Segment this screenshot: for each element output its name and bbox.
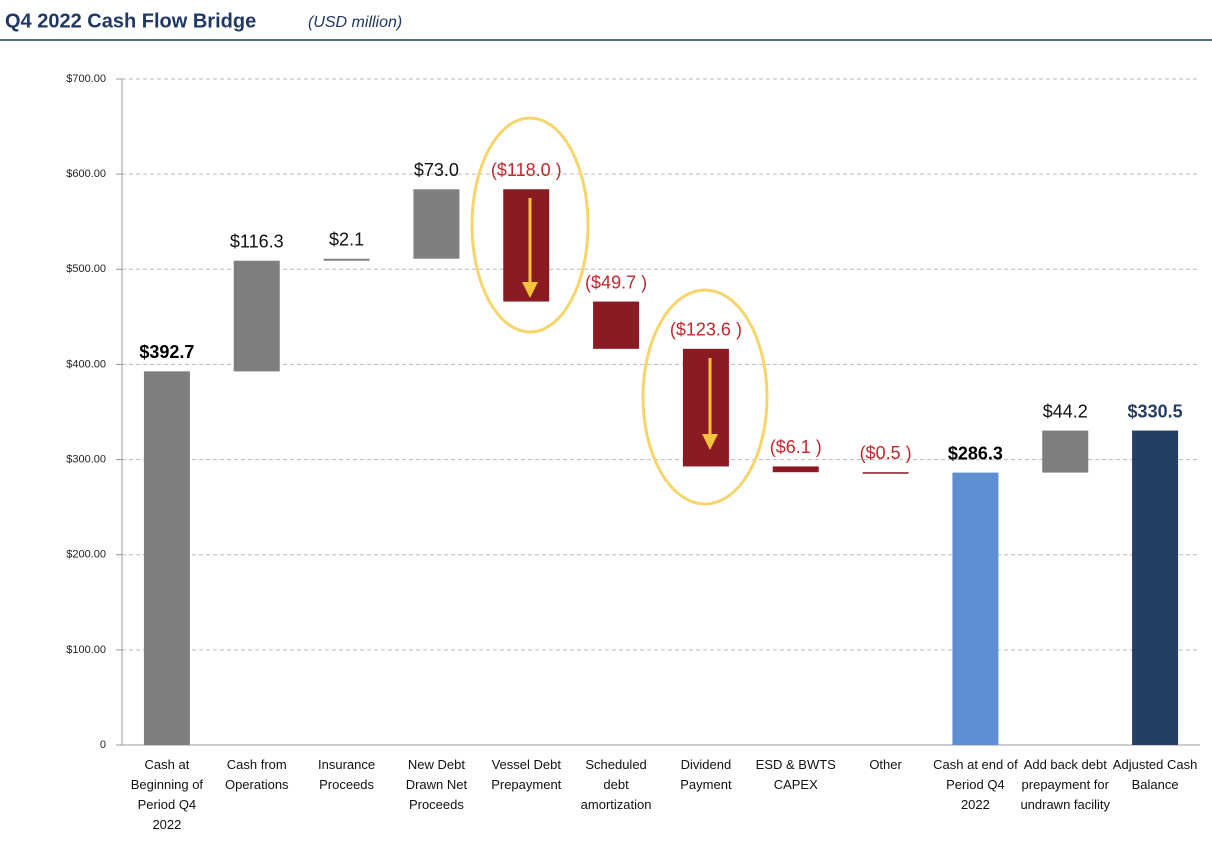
value-label: ($49.7 ) bbox=[585, 272, 647, 292]
x-tick-label: Cash at end of Period Q4 2022 bbox=[933, 757, 1018, 812]
chart-subtitle: (USD million) bbox=[308, 14, 402, 31]
chart-title: Q4 2022 Cash Flow Bridge bbox=[5, 10, 256, 32]
x-tick-label: Cash at Beginning of Period Q4 2022 bbox=[130, 757, 204, 832]
value-label: $44.2 bbox=[1043, 401, 1088, 421]
value-label: ($123.6 ) bbox=[670, 320, 742, 340]
bar bbox=[1042, 430, 1089, 473]
value-label: $2.1 bbox=[329, 229, 364, 249]
y-tick-label: $100.00 bbox=[66, 644, 106, 656]
plot: 0 $100.00 $200.00 $300.00 $400.00 $500.00 $600… bbox=[66, 73, 1200, 751]
x-tick-label: Cash from Operations bbox=[224, 757, 289, 792]
value-label: ($118.0 ) bbox=[491, 160, 562, 180]
bar bbox=[143, 371, 190, 745]
x-tick-label: Adjusted Cash Balance bbox=[1112, 757, 1198, 792]
x-tick-label: Insurance Proceeds bbox=[318, 757, 376, 792]
y-tick-label: $500.00 bbox=[66, 263, 106, 275]
value-label: $330.5 bbox=[1128, 401, 1183, 421]
value-label: $392.7 bbox=[139, 342, 194, 362]
value-label: ($0.5 ) bbox=[860, 443, 912, 463]
bar bbox=[413, 189, 460, 259]
highlight-ellipse bbox=[641, 288, 769, 506]
x-tick-label: Dividend Payment bbox=[680, 757, 732, 792]
value-label: $73.0 bbox=[414, 160, 459, 180]
annotations bbox=[470, 116, 769, 506]
y-tick-label: $300.00 bbox=[66, 453, 106, 465]
value-label: $286.3 bbox=[948, 443, 1003, 463]
arrow-head bbox=[522, 282, 538, 298]
x-tick-label: New Debt Drawn Net Proceeds bbox=[405, 757, 468, 812]
x-tick-label: Vessel Debt Prepayment bbox=[491, 757, 562, 792]
bar bbox=[593, 301, 640, 349]
value-label: ($6.1 ) bbox=[770, 437, 822, 457]
y-tick-label: $400.00 bbox=[66, 358, 106, 370]
bar bbox=[682, 348, 729, 467]
bar bbox=[862, 472, 909, 474]
y-tick-label: $600.00 bbox=[66, 168, 106, 180]
y-tick-label: $700.00 bbox=[66, 73, 106, 85]
y-tick-label: $200.00 bbox=[66, 549, 106, 561]
highlight-ellipse bbox=[470, 116, 590, 334]
x-tick-label: Add back debt prepayment for undrawn fac… bbox=[1020, 757, 1111, 812]
bar bbox=[772, 466, 819, 473]
bar bbox=[323, 258, 370, 261]
bar bbox=[233, 260, 280, 372]
y-tick-label: 0 bbox=[100, 739, 106, 751]
value-label: $116.3 bbox=[230, 231, 284, 251]
x-tick-label: ESD & BWTS CAPEX bbox=[755, 757, 836, 792]
arrow-head bbox=[702, 434, 718, 450]
x-tick-label: Other bbox=[869, 757, 902, 772]
bar bbox=[952, 472, 999, 745]
x-tick-label: Scheduled debt amortization bbox=[580, 757, 652, 812]
bar bbox=[1132, 430, 1179, 745]
